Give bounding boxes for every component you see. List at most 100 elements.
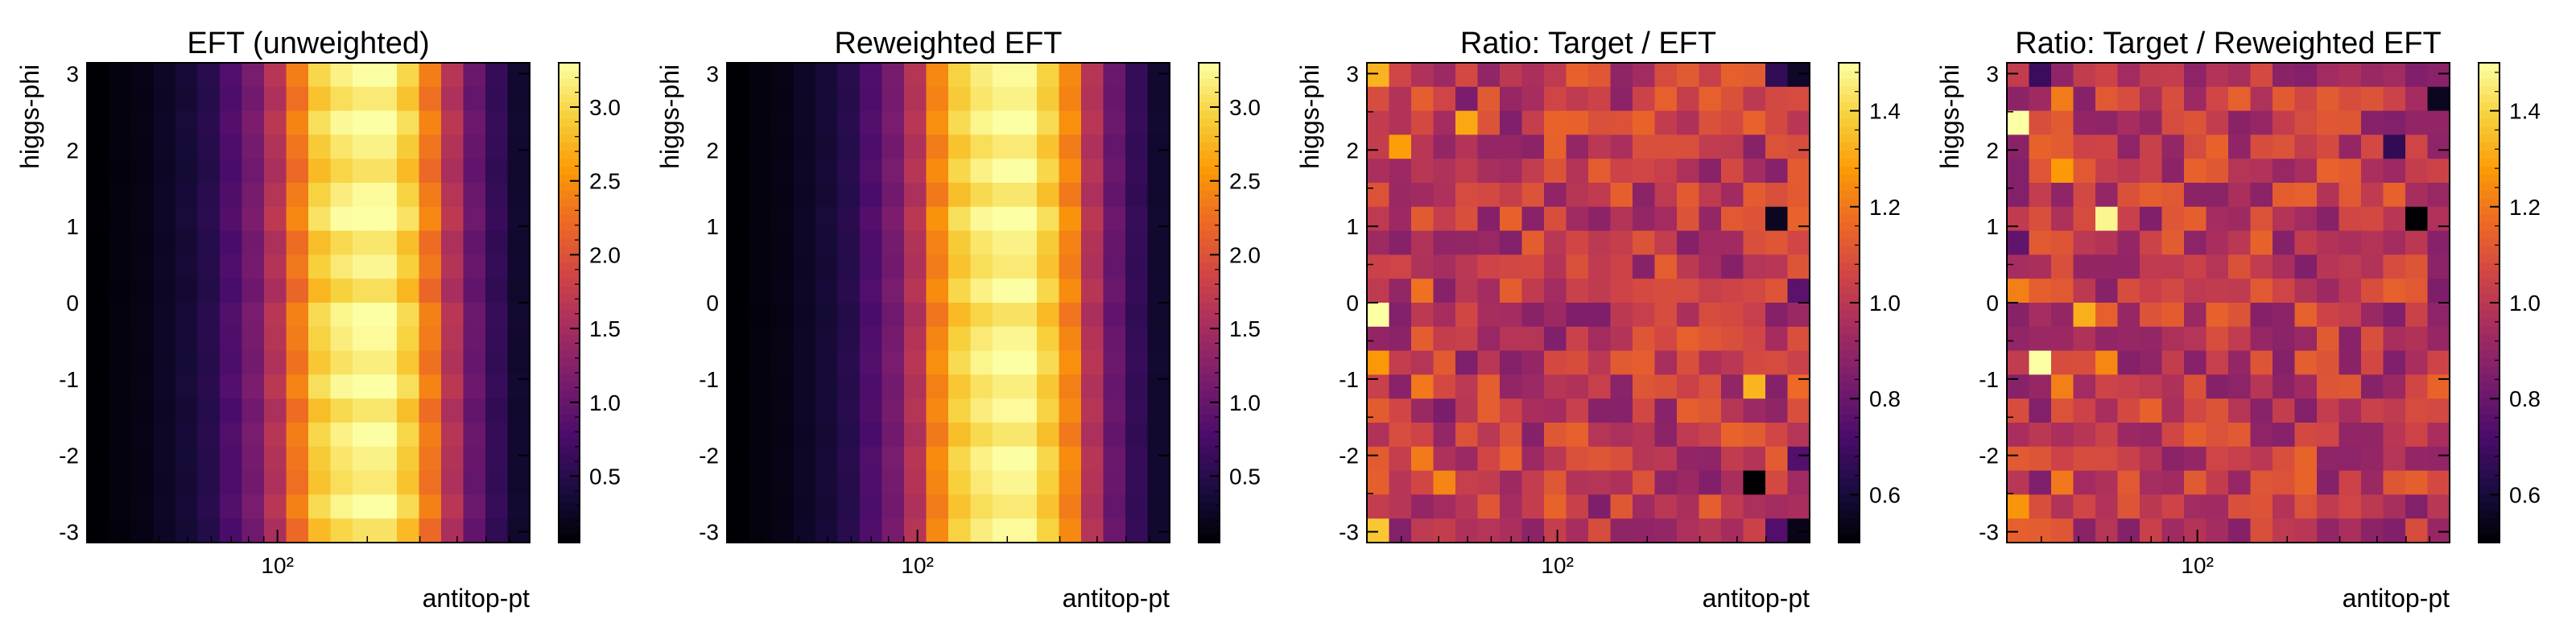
heatmap-cell [2273,398,2296,423]
heatmap-cell [1677,254,1700,279]
heatmap-cell [2206,470,2229,495]
heatmap-cell [2317,254,2340,279]
heatmap-cell [749,279,772,303]
heatmap-cell [2361,374,2384,399]
colorbar-step [1839,382,1860,391]
heatmap-cell [2140,398,2163,423]
heatmap-cell [419,350,442,375]
heatmap-cell [1081,518,1104,543]
heatmap-cell [264,279,287,303]
heatmap-cell [948,63,972,88]
heatmap-cell [419,63,442,88]
heatmap-cell [860,206,883,232]
heatmap-cell [1787,254,1810,279]
heatmap-cell [131,254,155,279]
heatmap-cell [397,350,420,375]
heatmap-cell [485,374,509,399]
colorbar-tick-label: 1.5 [589,316,621,341]
heatmap-cell [2405,518,2429,543]
heatmap-cell [793,134,816,159]
heatmap-cell [308,518,332,543]
heatmap-cell [1699,423,1722,448]
heatmap-cell [793,159,816,184]
heatmap-cell [1477,398,1501,423]
heatmap-cell [353,230,376,255]
colorbar-tick-label: 2.5 [1229,169,1261,194]
heatmap-cell [2361,350,2384,375]
heatmap-cell [1014,86,1038,112]
colorbar-step [2479,198,2500,208]
heatmap-cell [1081,254,1104,279]
heatmap-cell [1367,134,1390,159]
heatmap-cell [1544,326,1567,352]
panel-3: Ratio: Target / EFT3210-1-2-310²antitop-… [1295,27,1901,613]
heatmap-cell [2051,398,2074,423]
colorbar-step [2479,494,2500,503]
heatmap-cell [2273,446,2296,472]
heatmap-cell [220,279,243,303]
x-axis-label: antitop-pt [1703,584,1810,613]
heatmap-cell [485,303,509,328]
heatmap-cell [1500,279,1523,303]
colorbar-step [559,246,580,255]
heatmap-cell [175,398,199,423]
heatmap-cell [1037,374,1060,399]
heatmap-cell [1455,110,1479,135]
heatmap-cell [2007,494,2030,519]
heatmap-cell [2140,63,2163,88]
heatmap-cell [926,254,949,279]
heatmap-cell [2339,303,2362,328]
heatmap-cell [1037,518,1060,543]
heatmap-cell [1699,279,1722,303]
heatmap-cell [1389,279,1412,303]
colorbar-step [1839,350,1860,360]
heatmap-cell [1433,398,1456,423]
heatmap-cell [993,494,1016,519]
heatmap-cell [2273,86,2296,112]
heatmap-cell [1677,183,1700,208]
colorbar-step [1199,230,1220,240]
heatmap-cell [1787,86,1810,112]
heatmap-cell [2140,374,2163,399]
heatmap-cell [109,398,132,423]
heatmap-cell [2029,206,2052,232]
heatmap-cell [2273,494,2296,519]
heatmap-cell [2206,230,2229,255]
colorbar-step [1199,470,1220,480]
heatmap-cell [463,374,486,399]
heatmap-cell [1721,159,1744,184]
heatmap-cell [1654,230,1678,255]
colorbar-step [559,310,580,320]
heatmap-cell [727,303,750,328]
heatmap-cell [242,254,265,279]
heatmap-cell [397,326,420,352]
heatmap-cell [1059,63,1082,88]
heatmap-cell [749,518,772,543]
heatmap-cell [1633,350,1656,375]
heatmap-cell [2317,326,2340,352]
heatmap-cell [330,303,353,328]
heatmap-cell [1037,279,1060,303]
heatmap-cell [2383,230,2406,255]
colorbar-step [1199,446,1220,456]
heatmap-cell [1787,470,1810,495]
y-tick-label: -1 [59,367,79,392]
heatmap-cell [2095,110,2119,135]
heatmap-cell [264,110,287,135]
heatmap-cell [1787,423,1810,448]
colorbar-step [2479,287,2500,295]
x-tick-label: 10² [901,553,933,578]
heatmap-cell [904,230,927,255]
heatmap-cell [970,446,993,472]
heatmap-cell [1037,350,1060,375]
heatmap-cell [87,86,110,112]
colorbar-step [559,374,580,383]
heatmap-cell [2073,494,2096,519]
heatmap-cell [2161,470,2185,495]
heatmap-cell [1389,183,1412,208]
heatmap-cell [2383,518,2406,543]
heatmap-cell [175,86,199,112]
colorbar-step [559,326,580,336]
heatmap-cell [926,494,949,519]
heatmap-cell [1610,374,1633,399]
